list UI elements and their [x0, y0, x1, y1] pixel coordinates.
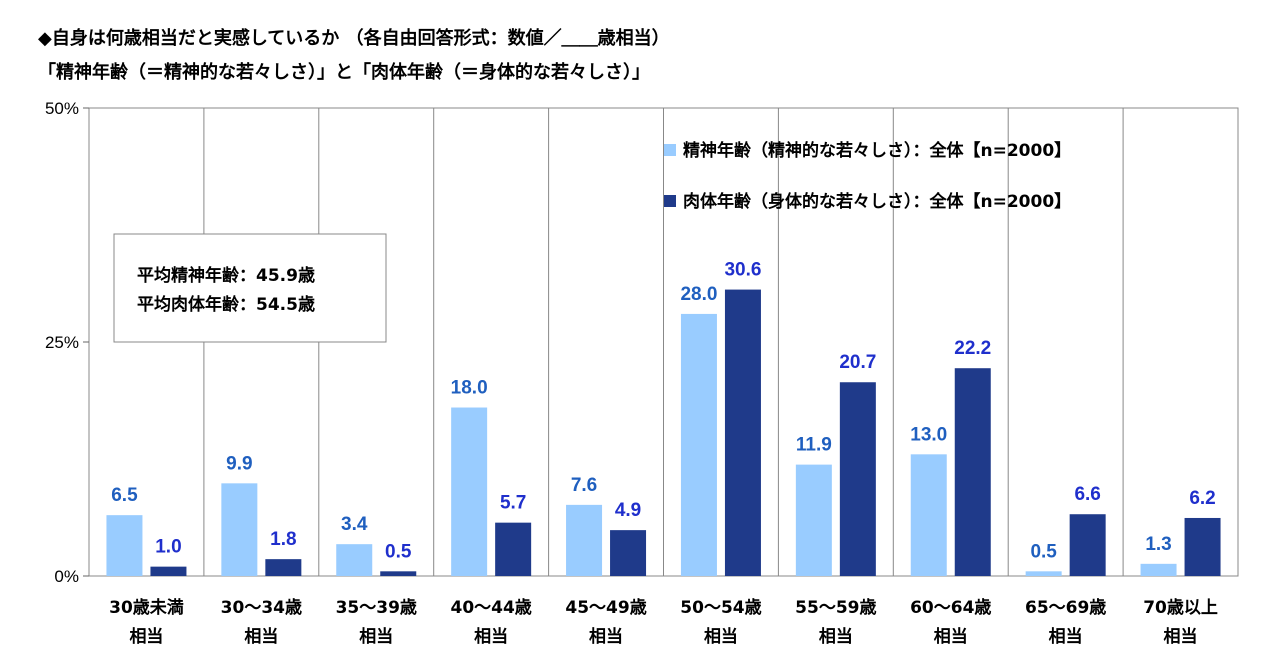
average-mental-age: 平均精神年齢：45.9歳: [137, 265, 315, 286]
data-label-physical: 6.2: [1189, 488, 1215, 509]
x-tick-label-suffix: 相当: [474, 626, 508, 647]
x-tick-label-suffix: 相当: [819, 626, 853, 647]
data-label-physical: 1.0: [155, 537, 181, 558]
y-tick-label: 0%: [54, 567, 79, 586]
legend-label-physical: 肉体年齢（身体的な若々しさ）：全体【n=2000】: [683, 191, 1071, 212]
x-tick-label: 50～54歳: [680, 597, 761, 618]
bar-mental: [795, 464, 832, 576]
data-label-physical: 22.2: [954, 338, 991, 359]
x-tick-label-suffix: 相当: [1164, 626, 1198, 647]
chart-title-line2: 「精神年齢（＝精神的な若々しさ）」と「肉体年齢（＝身体的な若々しさ）」: [38, 62, 650, 83]
bar-mental: [1140, 563, 1177, 576]
bar-mental: [336, 544, 373, 576]
bar-mental: [680, 313, 717, 576]
chart-title-line1: ◆自身は何歳相当だと実感しているか （各自由回答形式：数値／＿＿歳相当）: [38, 28, 670, 49]
averages-box: [113, 233, 387, 343]
bar-physical: [265, 559, 302, 576]
x-tick-label: 55～59歳: [795, 597, 876, 618]
legend-swatch-physical: [664, 195, 676, 207]
data-label-mental: 18.0: [451, 378, 488, 399]
x-tick-label-suffix: 相当: [589, 626, 623, 647]
data-label-mental: 9.9: [226, 453, 252, 474]
data-label-physical: 4.9: [615, 500, 641, 521]
y-tick-label: 50%: [45, 99, 79, 118]
data-label-mental: 6.5: [111, 485, 138, 506]
x-tick-label: 45～49歳: [565, 597, 646, 618]
x-tick-label-suffix: 相当: [1049, 626, 1083, 647]
bar-mental: [1025, 571, 1062, 576]
bar-physical: [1184, 517, 1221, 576]
bar-mental: [910, 454, 947, 576]
bar-physical: [954, 368, 991, 576]
bar-physical: [839, 382, 876, 576]
bar-mental: [451, 407, 488, 576]
bar-mental: [221, 483, 258, 576]
data-label-physical: 6.6: [1074, 484, 1100, 505]
x-tick-label: 35～39歳: [336, 597, 417, 618]
x-tick-label: 30～34歳: [221, 597, 302, 618]
data-label-mental: 0.5: [1030, 541, 1057, 562]
bar-physical: [495, 522, 532, 576]
data-label-mental: 7.6: [571, 475, 597, 496]
x-tick-label-suffix: 相当: [359, 626, 393, 647]
x-tick-label-suffix: 相当: [129, 626, 163, 647]
legend-label-mental: 精神年齢（精神的な若々しさ）：全体【n=2000】: [683, 140, 1071, 161]
bar-mental: [106, 515, 143, 576]
bar-physical: [150, 566, 187, 576]
x-tick-label-suffix: 相当: [704, 626, 738, 647]
x-tick-label: 65～69歳: [1025, 597, 1106, 618]
x-tick-label: 60～64歳: [910, 597, 991, 618]
data-label-mental: 11.9: [796, 435, 832, 456]
data-label-mental: 13.0: [910, 424, 947, 445]
data-label-mental: 1.3: [1145, 534, 1171, 555]
data-label-mental: 3.4: [341, 514, 368, 535]
data-label-physical: 30.6: [724, 260, 761, 281]
y-tick-label: 25%: [45, 333, 79, 352]
data-label-physical: 20.7: [839, 352, 876, 373]
x-tick-label: 40～44歳: [450, 597, 531, 618]
data-label-physical: 0.5: [385, 541, 412, 562]
bar-physical: [724, 289, 761, 576]
x-tick-label: 70歳以上: [1143, 597, 1218, 618]
average-physical-age: 平均肉体年齢：54.5歳: [137, 294, 315, 315]
data-label-physical: 5.7: [500, 493, 526, 514]
x-tick-label-suffix: 相当: [934, 626, 968, 647]
data-label-mental: 28.0: [680, 284, 717, 305]
bar-mental: [566, 504, 603, 576]
bar-physical: [1069, 514, 1106, 576]
x-tick-label-suffix: 相当: [244, 626, 278, 647]
x-tick-label: 30歳未満: [109, 597, 184, 618]
bar-physical: [380, 571, 417, 576]
data-label-physical: 1.8: [270, 529, 296, 550]
bar-physical: [610, 530, 647, 576]
legend-swatch-mental: [664, 144, 676, 156]
